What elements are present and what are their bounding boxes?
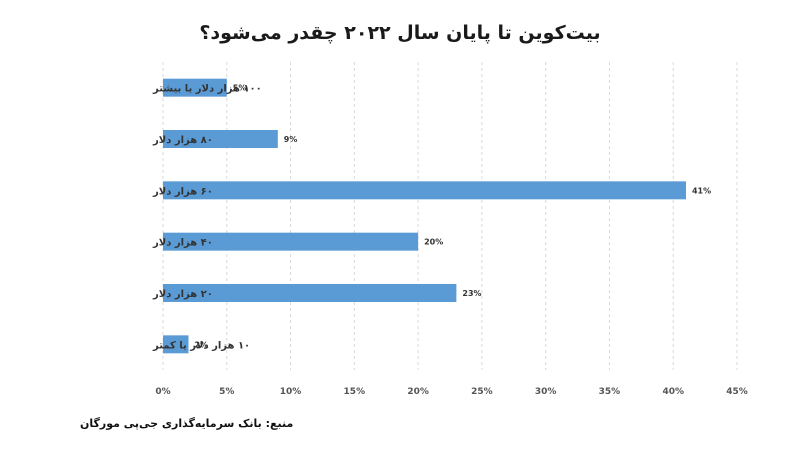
source-note: منبع: بانک سرمایه‌گذاری جی‌پی مورگان xyxy=(80,417,294,430)
category-label: ۲۰ هزار دلار xyxy=(152,289,213,300)
category-label: ۱۰ هزار دلار یا کمتر xyxy=(152,340,250,351)
x-tick-label: 25% xyxy=(471,387,493,397)
data-label: 41% xyxy=(692,186,711,195)
x-tick-label: 35% xyxy=(599,387,621,397)
x-tick-label: 45% xyxy=(726,387,748,397)
data-label: 9% xyxy=(284,135,298,144)
x-tick-label: 30% xyxy=(535,387,557,397)
x-tick-label: 15% xyxy=(344,387,366,397)
x-tick-label: 10% xyxy=(280,387,302,397)
bar xyxy=(163,78,227,97)
x-tick-label: 0% xyxy=(155,387,170,397)
bar xyxy=(163,232,419,251)
data-label: 5% xyxy=(233,84,247,93)
category-label: ۴۰ هزار دلار xyxy=(152,238,213,249)
bar xyxy=(163,284,457,302)
bar xyxy=(163,130,278,148)
category-label: ۶۰ هزار دلار xyxy=(152,186,213,197)
chart-title: بیت‌کوین تا پایان سال ۲۰۲۲ چقدر می‌شود؟ xyxy=(199,22,601,44)
x-tick-label: 5% xyxy=(219,387,234,397)
x-tick-label: 40% xyxy=(662,387,684,397)
x-tick-label: 20% xyxy=(407,387,429,397)
category-label: ۸۰ هزار دلار xyxy=(152,135,213,146)
data-label: 2% xyxy=(195,340,209,349)
bar xyxy=(163,181,686,200)
bar xyxy=(163,335,189,354)
data-label: 20% xyxy=(424,238,443,247)
category-label: ۱۰۰ هزار دلار یا بیشتر xyxy=(152,84,262,95)
data-label: 23% xyxy=(462,289,481,298)
